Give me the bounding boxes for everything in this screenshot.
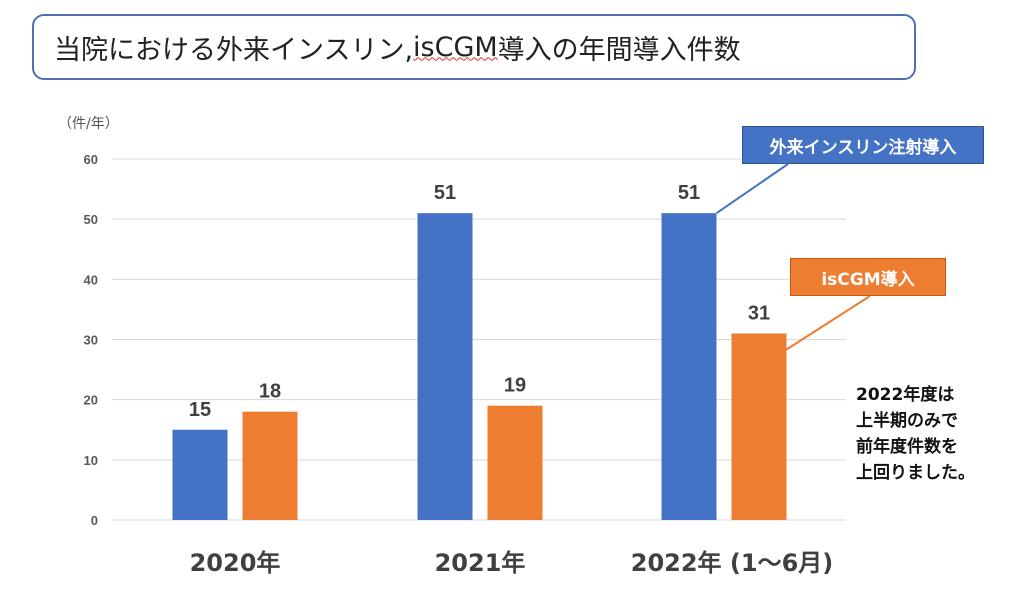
x-tick-label: 2020年 — [190, 549, 281, 577]
y-tick-label: 10 — [84, 453, 98, 468]
note-line-4: 上回りました。 — [856, 463, 975, 483]
x-tick-label: 2022年 (1～6月) — [631, 549, 834, 577]
legend-callout-insulin: 外来インスリン注射導入 — [742, 126, 984, 164]
x-tick-label: 2021年 — [435, 549, 526, 577]
callout-leader-insulin — [715, 163, 789, 214]
bar-iscgm — [487, 405, 543, 520]
title-prefix: 当院における外来インスリン, — [54, 34, 414, 66]
bar-insulin — [661, 213, 717, 520]
chart-title: 当院における外来インスリン, isCGM 導入の年間導入件数 — [32, 14, 916, 80]
data-label: 15 — [189, 399, 211, 421]
note-line-3: 前年度件数を — [856, 437, 958, 457]
bar-iscgm — [731, 333, 787, 520]
data-label: 18 — [259, 381, 281, 403]
note-line-2: 上半期のみで — [856, 411, 958, 431]
title-suffix: 導入の年間導入件数 — [497, 34, 741, 66]
bar-insulin — [417, 213, 473, 520]
title-iscgm: isCGM — [413, 31, 498, 63]
bar-iscgm — [242, 411, 298, 520]
y-axis-unit-label: （件/年） — [58, 116, 119, 132]
y-tick-label: 40 — [84, 272, 98, 287]
data-label: 51 — [678, 182, 700, 204]
y-tick-label: 0 — [91, 513, 98, 528]
annotation-note: 2022年度は 上半期のみで 前年度件数を 上回りました。 — [856, 382, 1016, 486]
y-tick-label: 30 — [84, 333, 98, 348]
note-line-1: 2022年度は — [856, 385, 955, 405]
y-tick-label: 20 — [84, 393, 98, 408]
data-label: 19 — [504, 375, 526, 397]
legend-callout-iscgm: isCGM導入 — [790, 258, 946, 296]
callout-leader-iscgm — [785, 295, 871, 351]
bar-insulin — [172, 429, 228, 520]
y-tick-label: 50 — [84, 212, 98, 227]
data-label: 31 — [748, 302, 770, 324]
y-tick-label: 60 — [84, 152, 98, 167]
data-label: 51 — [434, 182, 456, 204]
